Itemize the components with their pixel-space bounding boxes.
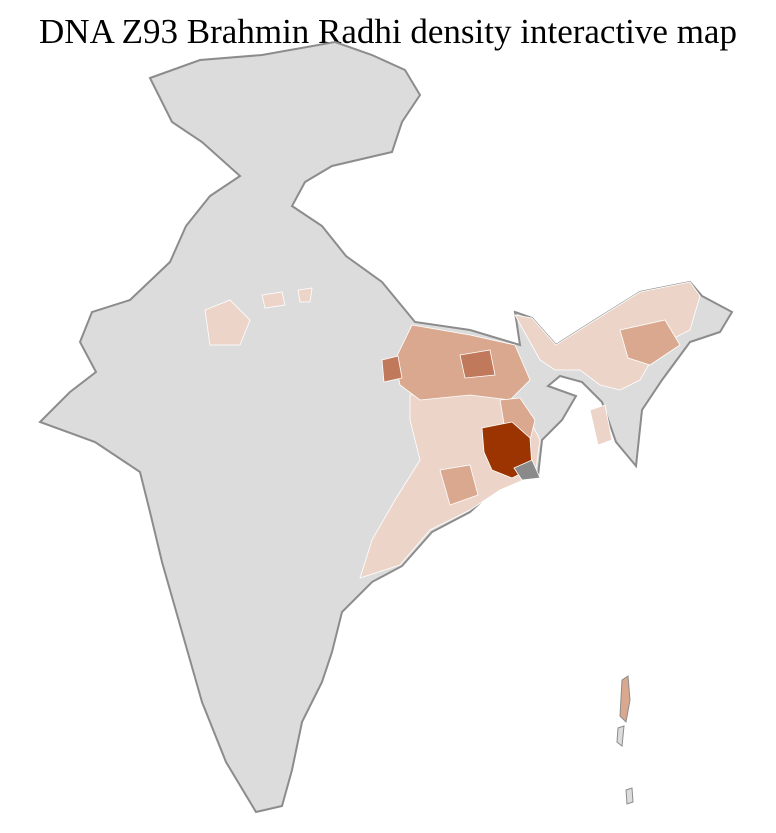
region-assam-medium[interactable]	[619, 319, 681, 366]
region-rajasthan-low[interactable]	[204, 299, 251, 346]
region-tripura-low[interactable]	[589, 404, 613, 446]
india-outline[interactable]	[38, 40, 734, 814]
andaman-islands[interactable]	[616, 675, 634, 805]
nicobar-island[interactable]	[625, 787, 634, 805]
region-odisha-medium[interactable]	[439, 464, 479, 506]
andaman-island-north[interactable]	[619, 675, 631, 724]
region-bihar-high-2[interactable]	[459, 349, 496, 379]
map-title: DNA Z93 Brahmin Radhi density interactiv…	[39, 12, 737, 51]
andaman-island-south[interactable]	[616, 725, 625, 747]
region-up-low-1[interactable]	[261, 291, 286, 309]
region-sundarbans-excluded[interactable]	[513, 459, 541, 481]
region-up-low-2[interactable]	[297, 287, 313, 303]
region-bihar-high-1[interactable]	[381, 355, 403, 383]
